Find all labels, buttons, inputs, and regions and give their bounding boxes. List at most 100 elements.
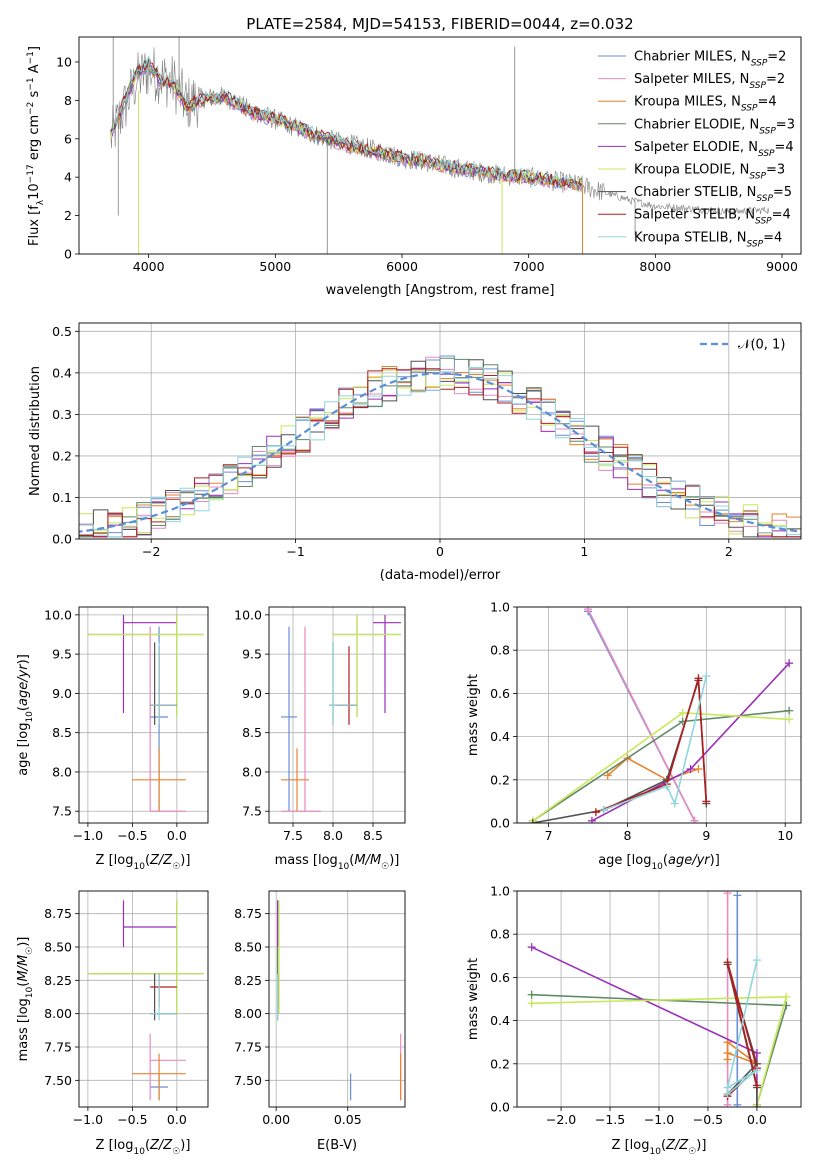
y-tick-label: 7.75 [234,1040,262,1055]
label-part: Kroupa MILES, N [634,95,741,110]
weight-line [603,675,708,811]
y-tick-label: 0.8 [490,643,510,658]
y-tick-label: 9.0 [242,686,262,701]
label-part: age [log [16,723,31,776]
label-part: ☉ [172,862,180,872]
y-tick-label: 2 [64,208,72,223]
axes-weight-vs-Z: −2.0 −1.5 −1.0 −0.5 0.0 0.0 0.2 0.4 0.6 0.8 1.0 Z [… [466,884,802,1157]
x-tick-label: 10 [777,828,793,843]
y-tick-label: 0.0 [52,532,72,547]
label-part: 10 [133,862,145,872]
axes-border [516,606,802,824]
y-axis-label: mass [log10(M/M☉)] [16,937,35,1062]
axes-frame: −1.0 −0.5 0.0 7.50 7.75 8.00 8.25 8.50 8.75 Z [lo… [16,890,209,1157]
axes-border [78,36,802,255]
label-part: 10 [25,986,35,998]
label-part: 10 [133,1147,145,1157]
axes-mass-vs-Z: −1.0 −0.5 0.0 7.50 7.75 8.00 8.25 8.50 8.75 Z [lo… [16,890,209,1157]
y-tick-label: 0.8 [490,927,510,942]
label-part: =2 [767,50,786,65]
label-part: SSP [747,239,764,249]
plot-area [79,355,801,538]
y-tick-label: 7.5 [52,804,72,819]
label-part: Salpeter STELIB, N [634,208,755,223]
axes-frame: −2.0 −1.5 −1.0 −0.5 0.0 0.0 0.2 0.4 0.6 0.8 1.0 Z [… [466,884,802,1157]
gaussian-curve [79,372,801,533]
x-tick-label: 6000 [386,259,418,274]
label-part: 10 [27,183,42,200]
label-part: Kroupa STELIB, N [634,230,747,245]
y-tick-label: 0.2 [52,448,72,463]
y-axis-label: Flux [fλ10−17 erg cm−2 s−1 A−1] [26,46,46,246]
y-tick-label: 1.0 [490,884,510,899]
label-part: 10 [25,711,35,723]
label-part: =3 [776,117,795,132]
x-tick-label: 7.5 [283,828,303,843]
y-tick-label: 10.0 [44,607,72,622]
label-part: )] [696,1138,706,1153]
label-part: ☉ [172,1147,180,1157]
label-part: ] [27,46,42,51]
legend-label: Kroupa STELIB, NSSP=4 [634,230,782,249]
y-tick-label: 7.5 [242,804,262,819]
label-part: −1 [26,51,36,64]
label-part: 10 [649,1147,661,1157]
label-part: =4 [772,208,791,223]
label-part: SSP [741,104,758,114]
x-tick-label: 8000 [639,259,671,274]
model-spectrum [110,55,583,188]
x-tick-label: 5000 [259,259,291,274]
y-tick-label: 0.5 [52,324,72,339]
label-part: )] [16,654,31,664]
label-part: 10 [651,862,663,872]
label-part: =5 [773,185,792,200]
x-axis-label: (data-model)/error [380,568,501,583]
label-part: A [27,64,42,77]
x-tick-label: 7000 [513,259,545,274]
label-part: Z [log [612,1138,650,1153]
y-tick-label: 0.2 [490,772,510,787]
y-tick-label: 7.50 [234,1073,262,1088]
label-part: Flux [f [27,205,42,246]
y-tick-label: 8.50 [234,940,262,955]
axes-border [268,606,406,824]
legend-label: Kroupa MILES, NSSP=4 [634,95,777,114]
figure-title: PLATE=2584, MJD=54153, FIBERID=0044, z=0… [246,15,633,33]
y-tick-label: 8.0 [52,764,72,779]
y-tick-label: 8.00 [44,1006,72,1021]
label-part: ☉ [381,862,389,872]
y-tick-label: 6 [64,131,72,146]
x-tick-label: 0.05 [334,1112,362,1127]
y-tick-label: 0.6 [490,686,510,701]
plot-area [276,900,402,1101]
legend-label: 𝒩(0, 1) [738,338,785,353]
label-part: Z/Z [149,1138,173,1153]
label-part: =3 [766,163,785,178]
y-tick-label: 8.25 [44,973,72,988]
y-tick-label: 9.0 [52,686,72,701]
x-tick-label: −2.0 [546,1112,576,1127]
weight-line [726,959,758,1095]
label-part: s [27,90,42,101]
y-tick-label: 0.3 [52,407,72,422]
label-part: ( [16,706,31,711]
x-tick-label: −0.5 [117,1112,147,1127]
y-tick-label: 8 [64,93,72,108]
chart-layer: 4000 5000 6000 7000 8000 90000246810wavelengt… [16,36,802,1157]
label-part: SSP [749,172,766,182]
label-part: age/yr [16,663,31,706]
y-axis-label: mass weight [466,674,481,756]
x-tick-label: 8.0 [323,828,343,843]
label-part: 10 [338,862,350,872]
label-part: =4 [774,140,793,155]
model-spectrum [110,55,583,188]
y-tick-label: 8.25 [234,973,262,988]
weight-line [587,608,696,822]
x-tick-label: 7 [545,828,553,843]
label-part: erg cm [27,115,42,164]
label-part: Salpeter MILES, N [634,72,749,87]
x-tick-label: −0.5 [693,1112,723,1127]
x-axis-label: Z [log10(Z/Z☉)] [612,1138,707,1157]
axes-frame: −1.0 −0.5 0.07.58.08.59.09.510.0Z [log10(Z… [16,606,209,872]
